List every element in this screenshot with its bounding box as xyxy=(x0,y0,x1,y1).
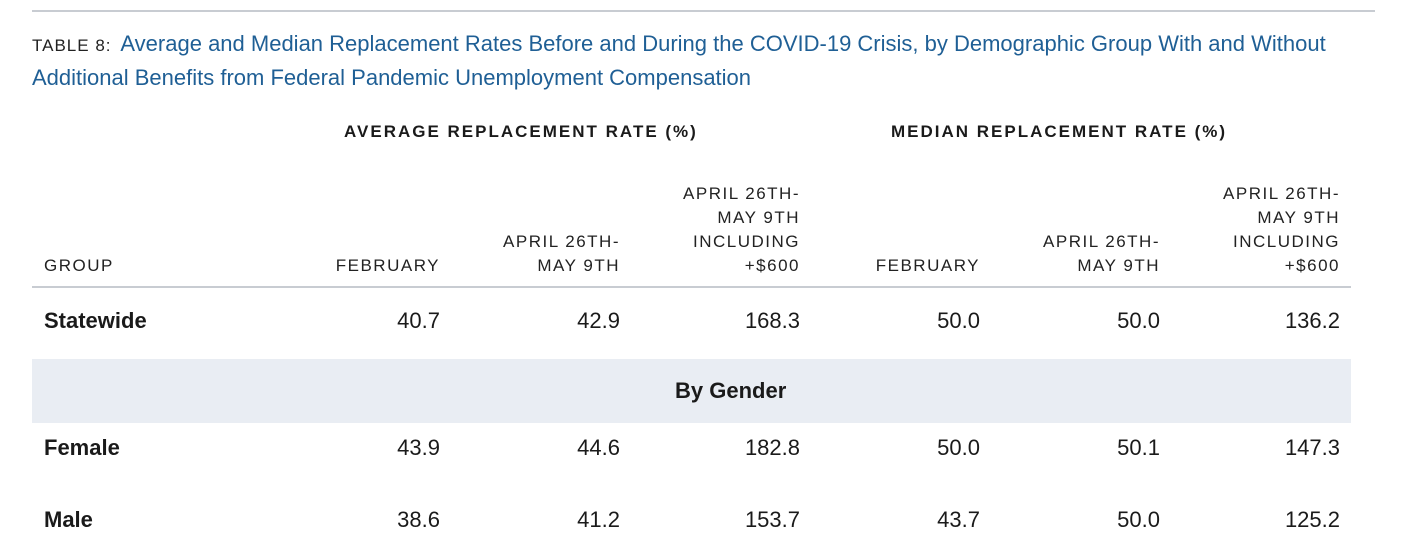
cell-med-april: 50.1 xyxy=(1117,435,1160,460)
column-header-avg-april-600: APRIL 26TH- MAY 9TH INCLUDING +$600 xyxy=(683,182,800,278)
cell-avg-april-600: 182.8 xyxy=(744,435,800,460)
cell-avg-april: 41.2 xyxy=(577,507,620,532)
column-header-med-april: APRIL 26TH- MAY 9TH xyxy=(1043,230,1160,278)
header-line: APRIL 26TH- xyxy=(1043,232,1160,251)
top-rule xyxy=(32,10,1375,12)
average-rate-header: AVERAGE REPLACEMENT RATE (%) xyxy=(344,122,698,141)
cell-med-april-600: 125.2 xyxy=(1284,507,1340,532)
table-row-male: Male 38.6 41.2 153.7 43.7 50.0 125.2 xyxy=(32,488,1351,552)
column-header-med-february: FEBRUARY xyxy=(875,256,980,275)
row-label: Statewide xyxy=(44,308,147,333)
cell-avg-february: 38.6 xyxy=(397,507,440,532)
cell-med-april-600: 136.2 xyxy=(1284,308,1340,333)
column-header-med-april-600: APRIL 26TH- MAY 9TH INCLUDING +$600 xyxy=(1223,182,1340,278)
cell-med-april: 50.0 xyxy=(1117,308,1160,333)
header-rule xyxy=(32,286,1351,288)
section-row-by-gender: By Gender xyxy=(32,359,1351,423)
header-line: MAY 9TH xyxy=(1257,208,1340,227)
cell-avg-april: 44.6 xyxy=(577,435,620,460)
row-label: Female xyxy=(44,435,120,460)
column-header-group: GROUP xyxy=(44,256,114,275)
table-caption: TABLE 8: Average and Median Replacement … xyxy=(32,28,1372,94)
table-row-female: Female 43.9 44.6 182.8 50.0 50.1 147.3 xyxy=(32,416,1351,480)
cell-avg-april-600: 153.7 xyxy=(744,507,800,532)
cell-avg-february: 40.7 xyxy=(397,308,440,333)
cell-med-april: 50.0 xyxy=(1117,507,1160,532)
cell-med-february: 50.0 xyxy=(937,435,980,460)
table-title: Average and Median Replacement Rates Bef… xyxy=(32,31,1326,90)
row-label: Male xyxy=(44,507,93,532)
header-line: INCLUDING xyxy=(1232,232,1340,251)
header-line: APRIL 26TH- xyxy=(1223,184,1340,203)
section-title: By Gender xyxy=(675,378,787,403)
header-line: APRIL 26TH- xyxy=(683,184,800,203)
header-line: MAY 9TH xyxy=(1077,256,1160,275)
table-number: TABLE 8: xyxy=(32,36,112,55)
cell-avg-april-600: 168.3 xyxy=(744,308,800,333)
header-line: +$600 xyxy=(744,256,800,275)
cell-med-april-600: 147.3 xyxy=(1284,435,1340,460)
cell-avg-april: 42.9 xyxy=(577,308,620,333)
header-line: INCLUDING xyxy=(692,232,800,251)
median-rate-header: MEDIAN REPLACEMENT RATE (%) xyxy=(891,122,1228,141)
header-line: MAY 9TH xyxy=(537,256,620,275)
column-header-avg-april: APRIL 26TH- MAY 9TH xyxy=(503,230,620,278)
header-line: MAY 9TH xyxy=(717,208,800,227)
cell-med-february: 43.7 xyxy=(937,507,980,532)
cell-avg-february: 43.9 xyxy=(397,435,440,460)
header-line: APRIL 26TH- xyxy=(503,232,620,251)
table-row-statewide: Statewide 40.7 42.9 168.3 50.0 50.0 136.… xyxy=(32,289,1351,353)
column-header-avg-february: FEBRUARY xyxy=(335,256,440,275)
header-line: +$600 xyxy=(1284,256,1340,275)
cell-med-february: 50.0 xyxy=(937,308,980,333)
